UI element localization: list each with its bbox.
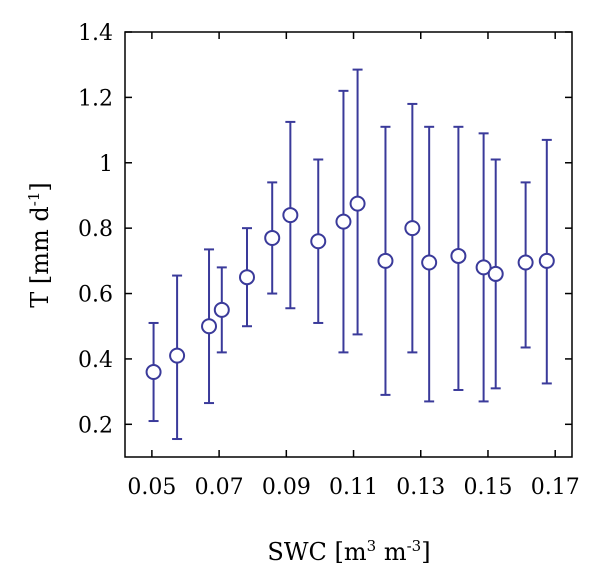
data-point (487, 265, 504, 282)
data-point (404, 220, 421, 237)
y-tick-label: 0.6 (78, 283, 113, 308)
x-axis-label: SWC [m3 m-3] (267, 537, 430, 566)
x-tick-label: 0.09 (262, 475, 311, 500)
data-point (264, 229, 281, 246)
x-tick-label: 0.17 (531, 475, 580, 500)
data-point (239, 269, 256, 286)
data-point (421, 254, 438, 271)
data-point (145, 364, 162, 380)
data-point (310, 233, 327, 250)
data-point (282, 207, 299, 224)
error-bars (148, 68, 552, 441)
x-tick-label: 0.05 (127, 475, 176, 500)
y-axis-label: T [mm d-1] (25, 182, 54, 308)
y-tick-label: 0.2 (78, 413, 113, 438)
data-point (349, 195, 366, 212)
data-point (450, 247, 467, 264)
x-tick-label: 0.15 (463, 475, 512, 500)
data-point (475, 259, 492, 276)
x-tick-label: 0.13 (396, 475, 445, 500)
axis-ticks: 0.05 0.07 0.09 0.11 0.13 0.15 0.17 0.2 0.4 0.6 0.8… (78, 21, 580, 500)
data-markers (145, 195, 555, 380)
y-tick-label: 1.2 (78, 86, 113, 111)
data-point (169, 347, 186, 364)
plot-frame (124, 31, 573, 458)
y-tick-label: 1.4 (78, 21, 113, 46)
data-point (538, 252, 555, 269)
y-tick-label: 1 (99, 152, 113, 177)
data-point (201, 318, 218, 335)
data-point (377, 252, 394, 269)
y-tick-label: 0.8 (78, 217, 113, 242)
data-point (335, 213, 352, 230)
data-point (517, 254, 534, 271)
x-tick-label: 0.11 (329, 475, 378, 500)
x-tick-label: 0.07 (195, 475, 244, 500)
y-tick-label: 0.4 (78, 348, 113, 373)
data-point (213, 301, 230, 318)
